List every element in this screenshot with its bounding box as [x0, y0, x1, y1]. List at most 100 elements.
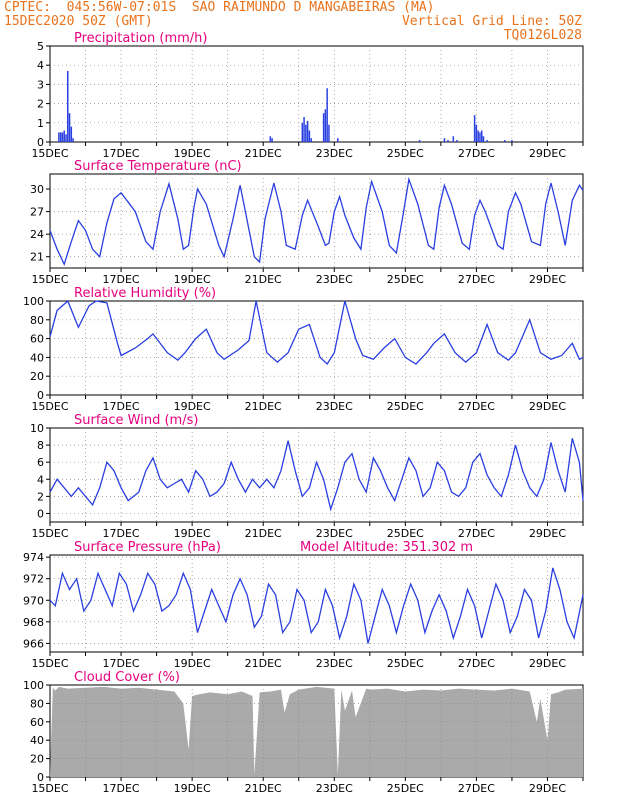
precip-bar — [72, 138, 74, 142]
x-tick-label: 15DEC — [31, 147, 68, 160]
panel-title: Relative Humidity (%) — [74, 286, 216, 301]
x-tick-label: 27DEC — [458, 273, 495, 286]
precip-bar — [269, 136, 272, 142]
x-tick-label: 29DEC — [529, 657, 566, 670]
y-tick-label: 24 — [30, 228, 44, 241]
x-tick-label: 17DEC — [103, 527, 140, 540]
precip-bar — [322, 113, 325, 142]
x-tick-label: 21DEC — [245, 273, 282, 286]
y-tick-label: 21 — [30, 251, 44, 264]
y-tick-label: 2 — [37, 490, 44, 503]
y-tick-label: 970 — [23, 594, 44, 607]
x-tick-label: 19DEC — [174, 657, 211, 670]
panel-frame — [49, 45, 584, 143]
y-tick-label: 0 — [37, 507, 44, 520]
x-tick-label: 21DEC — [245, 657, 282, 670]
panel-title: Surface Temperature (nC) — [74, 159, 242, 174]
precip-bar — [65, 134, 67, 142]
x-tick-label: 15DEC — [31, 782, 68, 795]
panel-title: Surface Wind (m/s) — [74, 413, 198, 428]
y-tick-label: 2 — [37, 98, 44, 111]
header-model-id: TQ0126L028 — [503, 28, 582, 43]
x-tick-label: 15DEC — [31, 400, 68, 413]
precip-bar — [308, 130, 311, 142]
x-tick-label: 27DEC — [458, 657, 495, 670]
precip-bar — [306, 120, 309, 142]
precip-bar — [473, 115, 476, 142]
y-tick-label: 6 — [37, 456, 44, 469]
x-tick-label: 23DEC — [316, 273, 353, 286]
precip-bar — [504, 140, 506, 142]
y-tick-label: 1 — [37, 117, 44, 130]
x-tick-label: 17DEC — [103, 657, 140, 670]
x-tick-label: 15DEC — [31, 657, 68, 670]
x-tick-label: 29DEC — [529, 400, 566, 413]
x-tick-label: 23DEC — [316, 527, 353, 540]
x-tick-label: 29DEC — [529, 147, 566, 160]
precip-bar — [326, 88, 328, 142]
precip-bar — [271, 138, 273, 142]
precip-bar — [67, 70, 69, 142]
x-tick-label: 29DEC — [529, 782, 566, 795]
series-line — [49, 176, 584, 266]
y-tick-label: 27 — [30, 206, 44, 219]
panel-frame — [49, 554, 584, 653]
precip-bar — [301, 122, 304, 142]
x-tick-label: 27DEC — [458, 147, 495, 160]
x-tick-label: 19DEC — [174, 782, 211, 795]
panel-title: Cloud Cover (%) — [74, 670, 180, 685]
panel-2 — [46, 299, 584, 399]
panel-4 — [46, 554, 584, 656]
series-line — [49, 438, 584, 512]
y-tick-label: 0 — [37, 389, 44, 402]
y-tick-label: 100 — [23, 295, 44, 308]
x-tick-label: 21DEC — [245, 147, 282, 160]
x-tick-label: 19DEC — [174, 527, 211, 540]
precip-bar — [70, 126, 73, 142]
y-tick-label: 972 — [23, 573, 44, 586]
precip-bar — [482, 136, 485, 142]
panel-title: Precipitation (mm/h) — [74, 31, 207, 46]
precip-bar — [305, 124, 307, 142]
precip-bar — [63, 130, 65, 142]
y-tick-label: 8 — [37, 439, 44, 452]
precip-bar — [480, 130, 483, 142]
x-tick-label: 25DEC — [387, 782, 424, 795]
x-tick-label: 29DEC — [529, 273, 566, 286]
precip-bar — [68, 113, 71, 142]
precip-bar — [477, 130, 479, 142]
header-station: CPTEC: 045:56W-07:01S SAO RAIMUNDO D MAN… — [4, 0, 435, 15]
y-tick-label: 974 — [23, 551, 44, 564]
y-tick-label: 30 — [30, 183, 44, 196]
precip-bar — [59, 132, 62, 142]
panel-3 — [46, 427, 584, 526]
precip-bar — [452, 136, 455, 142]
y-tick-label: 4 — [37, 473, 44, 486]
x-tick-label: 17DEC — [103, 782, 140, 795]
x-tick-label: 21DEC — [245, 527, 282, 540]
y-tick-label: 100 — [23, 679, 44, 692]
y-tick-label: 60 — [30, 333, 44, 346]
precip-bar — [310, 138, 312, 142]
precip-bar — [475, 124, 478, 142]
x-tick-label: 21DEC — [245, 400, 282, 413]
x-tick-label: 25DEC — [387, 527, 424, 540]
cloud-area — [50, 686, 583, 777]
panel-1 — [46, 173, 584, 272]
x-tick-label: 17DEC — [103, 400, 140, 413]
y-tick-label: 0 — [37, 136, 44, 149]
precip-bar — [61, 132, 64, 142]
x-tick-label: 19DEC — [174, 147, 211, 160]
x-tick-label: 29DEC — [529, 527, 566, 540]
panel-frame — [49, 427, 584, 523]
y-tick-label: 966 — [23, 637, 44, 650]
panel-title: Surface Pressure (hPa) — [74, 540, 221, 555]
y-tick-label: 40 — [30, 734, 44, 747]
x-tick-label: 17DEC — [103, 147, 140, 160]
precip-bar — [58, 132, 60, 142]
y-tick-label: 968 — [23, 616, 44, 629]
precip-bar — [479, 132, 481, 142]
precip-bar — [447, 140, 449, 142]
header-grid-line: Vertical Grid Line: 50Z — [401, 14, 582, 29]
